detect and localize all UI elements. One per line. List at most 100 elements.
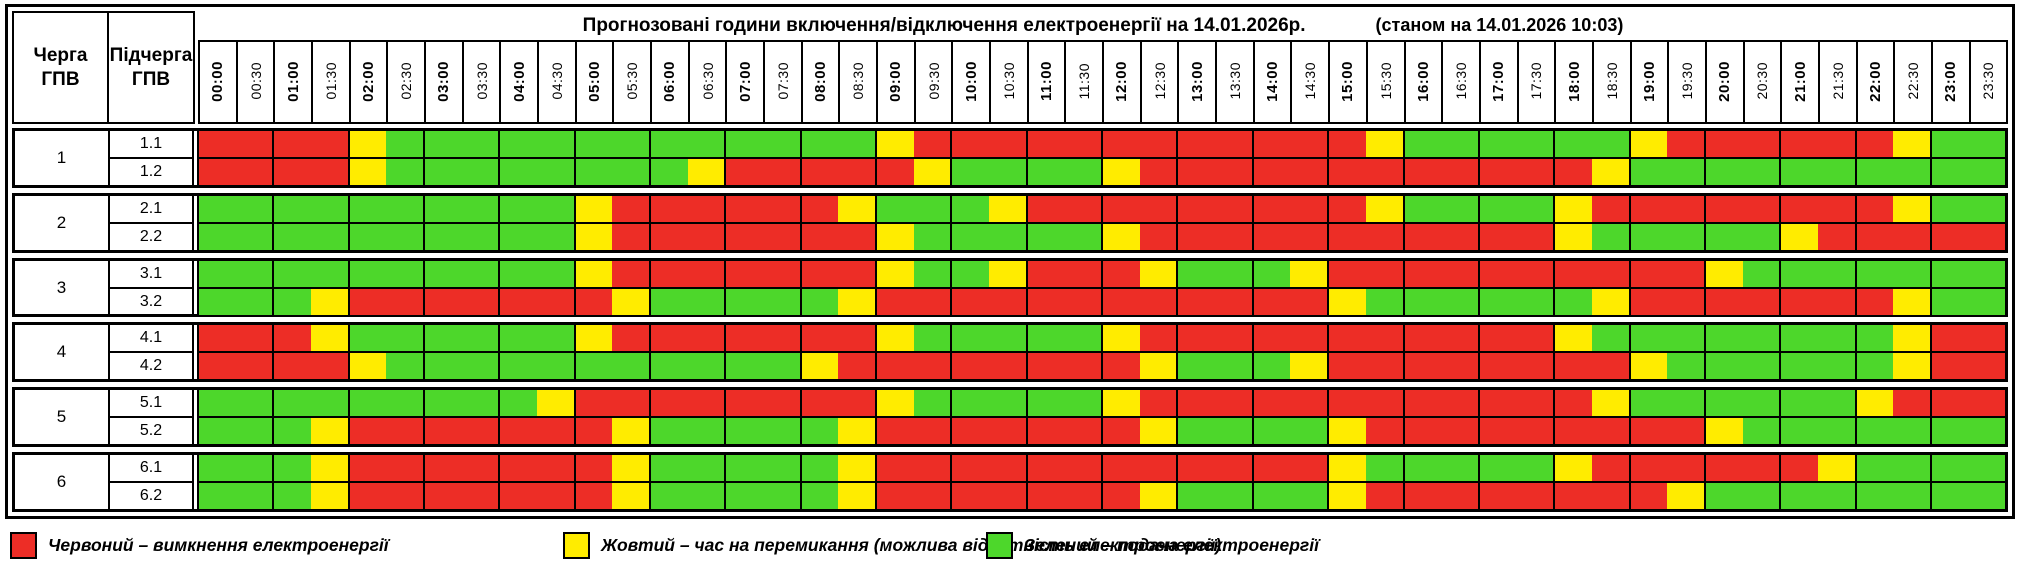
cell-1.1-20:00 <box>1703 131 1743 157</box>
cell-5.1-19:30 <box>1667 390 1704 417</box>
cell-3.2-10:00 <box>950 288 990 315</box>
cell-2.2-16:30 <box>1441 223 1478 250</box>
cell-4.2-08:00 <box>799 353 839 380</box>
cell-3.1-22:00 <box>1854 260 1894 287</box>
cell-4.1-17:30 <box>1516 325 1554 352</box>
cell-6.2-22:30 <box>1893 483 1930 509</box>
cell-6.1-19:30 <box>1667 455 1704 482</box>
cell-4.2-18:30 <box>1591 353 1629 380</box>
time-header-14:00: 14:00 <box>1252 42 1291 122</box>
cell-3.2-03:30 <box>461 288 499 315</box>
cell-4.2-17:30 <box>1516 353 1554 380</box>
cell-1.2-17:00 <box>1477 158 1517 185</box>
cell-5.1-23:30 <box>1968 390 2006 417</box>
cell-6.2-18:30 <box>1591 483 1629 509</box>
cell-2.2-04:30 <box>537 223 574 250</box>
cell-1.1-04:00 <box>498 131 538 157</box>
cell-1.1-19:30 <box>1667 131 1704 157</box>
cell-4.1-03:00 <box>423 325 462 352</box>
cell-2.1-03:30 <box>461 195 499 222</box>
cell-5.2-19:00 <box>1628 418 1668 445</box>
cell-6.1-06:00 <box>649 455 688 482</box>
time-header-10:00: 10:00 <box>951 42 989 122</box>
cell-2.1-20:00 <box>1703 195 1743 222</box>
cell-2.1-20:30 <box>1742 195 1780 222</box>
cell-2.2-04:00 <box>498 223 538 250</box>
cell-5.1-01:30 <box>311 390 348 417</box>
cell-6.2-04:30 <box>537 483 574 509</box>
cell-5.1-18:00 <box>1553 390 1592 417</box>
cell-3.2-00:30 <box>235 288 273 315</box>
time-header-17:30: 17:30 <box>1516 42 1555 122</box>
cell-6.1-00:30 <box>235 455 273 482</box>
cell-3.1-08:00 <box>799 260 839 287</box>
cell-2.1-16:30 <box>1441 195 1478 222</box>
cell-5.1-13:30 <box>1215 390 1252 417</box>
cell-1.2-05:00 <box>573 158 613 185</box>
schedule-row-6.1 <box>199 455 2006 484</box>
cell-2.2-01:30 <box>311 223 348 250</box>
cell-2.2-16:00 <box>1402 223 1442 250</box>
cell-2.2-06:00 <box>649 223 688 250</box>
queue-label-6: 6 <box>15 455 110 509</box>
time-header-13:30: 13:30 <box>1215 42 1253 122</box>
subqueue-label-5.1: 5.1 <box>110 390 192 419</box>
cell-4.1-10:30 <box>989 325 1026 352</box>
cell-6.2-04:00 <box>498 483 538 509</box>
cell-2.1-15:00 <box>1327 195 1366 222</box>
time-header-row: 00:00 00:30 01:00 01:30 02:00 02:30 03:00 03:30… <box>198 40 2008 124</box>
schedule-cells-column <box>197 260 2006 315</box>
cell-3.1-06:00 <box>649 260 688 287</box>
cell-5.1-08:30 <box>838 390 876 417</box>
cell-6.1-08:00 <box>799 455 839 482</box>
cell-5.2-03:30 <box>461 418 499 445</box>
subqueue-label-4.2: 4.2 <box>139 357 163 375</box>
cell-3.1-05:00 <box>573 260 613 287</box>
subqueue-label-1.2: 1.2 <box>139 162 163 180</box>
cell-3.2-14:00 <box>1251 288 1291 315</box>
cell-3.1-13:30 <box>1215 260 1252 287</box>
cell-5.2-15:00 <box>1327 418 1366 445</box>
cell-3.2-23:30 <box>1968 288 2006 315</box>
cell-2.1-19:00 <box>1628 195 1668 222</box>
cell-3.1-17:00 <box>1477 260 1517 287</box>
cell-1.1-10:00 <box>950 131 990 157</box>
cell-2.1-15:30 <box>1365 195 1403 222</box>
cell-3.2-18:00 <box>1553 288 1592 315</box>
subqueue-column: 1.1 1.2 <box>110 131 194 185</box>
cell-4.2-01:30 <box>311 353 348 380</box>
cell-4.1-22:30 <box>1893 325 1930 352</box>
cell-6.2-23:30 <box>1968 483 2006 509</box>
cell-5.1-10:00 <box>950 390 990 417</box>
time-header-05:30: 05:30 <box>612 42 650 122</box>
cell-4.1-16:00 <box>1402 325 1442 352</box>
cell-6.1-16:30 <box>1441 455 1478 482</box>
cell-3.2-03:00 <box>423 288 462 315</box>
cell-2.2-00:30 <box>235 223 273 250</box>
cell-3.1-10:30 <box>989 260 1026 287</box>
cell-4.1-01:30 <box>311 325 348 352</box>
schedule-cells-column <box>197 455 2006 509</box>
cell-3.2-10:30 <box>989 288 1026 315</box>
cell-6.1-05:30 <box>612 455 650 482</box>
cell-4.1-21:30 <box>1817 325 1855 352</box>
cell-6.1-15:30 <box>1365 455 1403 482</box>
time-header-19:30: 19:30 <box>1667 42 1705 122</box>
cell-6.1-14:00 <box>1251 455 1291 482</box>
cell-3.1-05:30 <box>612 260 650 287</box>
cell-5.2-09:00 <box>875 418 914 445</box>
cell-1.1-01:00 <box>272 131 312 157</box>
cell-5.1-08:00 <box>799 390 839 417</box>
cell-3.1-17:30 <box>1516 260 1554 287</box>
cell-3.1-11:00 <box>1025 260 1065 287</box>
cell-2.2-23:00 <box>1929 223 1969 250</box>
cell-5.2-23:00 <box>1929 418 1969 445</box>
cell-2.2-12:00 <box>1101 223 1140 250</box>
cell-5.2-22:30 <box>1893 418 1930 445</box>
time-header-01:30: 01:30 <box>311 42 349 122</box>
cell-2.2-19:00 <box>1628 223 1668 250</box>
cell-5.1-11:00 <box>1025 390 1065 417</box>
cell-1.2-17:30 <box>1516 158 1554 185</box>
cell-4.1-02:00 <box>347 325 387 352</box>
schedule-row-2.1 <box>199 195 2006 224</box>
